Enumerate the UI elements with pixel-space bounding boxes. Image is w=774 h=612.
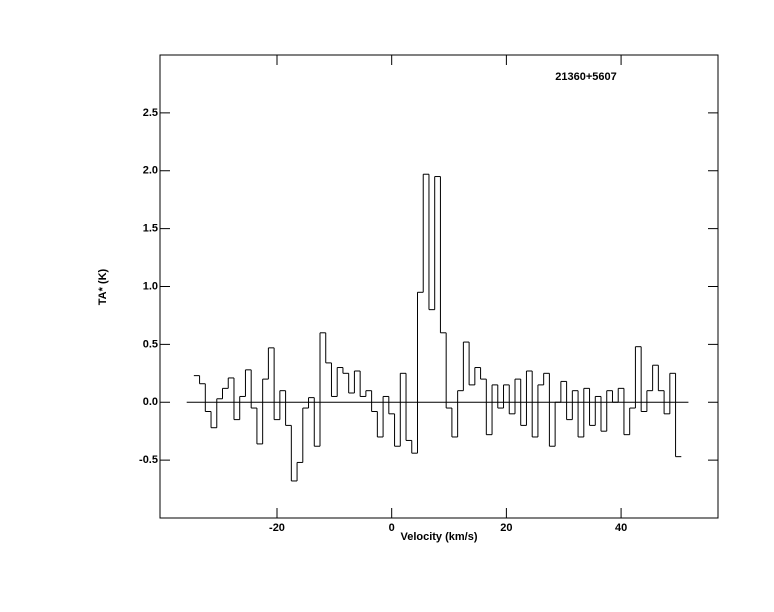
x-axis-label: Velocity (km/s)	[400, 531, 477, 543]
y-axis-label: TA* (K)	[97, 268, 109, 305]
y-tick-label: 2.5	[143, 107, 158, 119]
y-tick-label: 0.5	[143, 338, 158, 350]
x-tick-label: 40	[615, 522, 627, 534]
y-tick-label: 1.5	[143, 223, 158, 235]
y-tick-label: -0.5	[139, 454, 158, 466]
y-tick-label: 1.0	[143, 280, 158, 292]
chart-title: 21360+5607	[555, 71, 616, 83]
y-tick-label: 2.0	[143, 165, 158, 177]
x-tick-label: 0	[389, 522, 395, 534]
x-tick-label: 20	[500, 522, 512, 534]
x-tick-label: -20	[269, 522, 285, 534]
y-tick-label: 0.0	[143, 396, 158, 408]
plot-frame	[159, 54, 719, 519]
